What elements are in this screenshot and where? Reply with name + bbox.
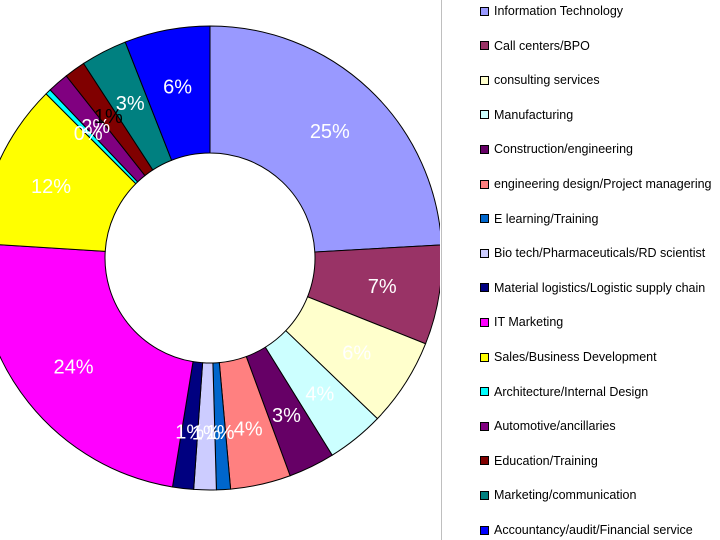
donut-chart: 25%7%6%4%3%4%1%1%1%24%12%0%2%1%3%6% (0, 25, 440, 491)
data-label-consulting-services: 6% (342, 342, 371, 364)
slice-information-technology (209, 25, 440, 253)
legend-swatch (480, 144, 489, 154)
legend-label: engineering design/Project managering (494, 177, 712, 191)
legend-item-it-marketing: IT Marketing (480, 313, 563, 331)
data-label-accountancy-audit-financial-service: 6% (163, 77, 192, 99)
legend-label: Accountancy/audit/Financial service (494, 523, 693, 537)
legend-item-marketing-communication: Marketing/communication (480, 486, 636, 504)
legend-item-information-technology: Information Technology (480, 2, 623, 20)
data-label-construction-engineering: 3% (272, 405, 301, 427)
donut-slices (0, 25, 440, 491)
legend-swatch (480, 248, 489, 258)
legend-swatch (480, 283, 489, 293)
legend-item-bio-tech-pharmaceuticals-rd-scientist: Bio tech/Pharmaceuticals/RD scientist (480, 244, 705, 262)
legend-swatch (480, 317, 489, 327)
data-label-engineering-design-project-managering: 4% (234, 418, 263, 440)
data-label-material-logistics-logistic-supply-chain: 1% (175, 421, 204, 443)
legend-swatch (480, 179, 489, 189)
legend-swatch (480, 387, 489, 397)
legend-swatch (480, 352, 489, 362)
legend-swatch (480, 214, 489, 224)
legend-item-call-centers-bpo: Call centers/BPO (480, 37, 590, 55)
legend-label: Information Technology (494, 4, 624, 18)
legend-swatch (480, 41, 489, 51)
legend-item-education-training: Education/Training (480, 452, 598, 470)
data-label-it-marketing: 24% (54, 357, 94, 379)
legend-label: Construction/engineering (494, 142, 633, 157)
legend-label: Manufacturing (494, 107, 574, 122)
data-label-architecture-internal-design: 0% (74, 123, 103, 145)
legend-label: Education/Training (494, 453, 598, 468)
legend-swatch (480, 490, 489, 500)
data-label-call-centers-bpo: 7% (368, 276, 397, 298)
legend: Information Technology Call centers/BPO co… (480, 0, 720, 540)
data-label-information-technology: 25% (310, 121, 350, 143)
legend-item-e-learning-training: E learning/Training (480, 210, 598, 228)
legend-label: Architecture/Internal Design (494, 384, 649, 399)
legend-item-material-logistics-logistic-supply-chain: Material logistics/Logistic supply chain (480, 279, 705, 297)
legend-swatch (480, 456, 489, 466)
legend-swatch (480, 6, 489, 16)
legend-label: consulting services (494, 73, 600, 88)
legend-swatch (480, 421, 489, 431)
legend-label: Marketing/communication (494, 488, 637, 503)
legend-label: Call centers/BPO (494, 38, 590, 53)
data-label-sales-business-development: 12% (31, 176, 71, 198)
legend-label: Sales/Business Development (494, 350, 657, 364)
data-label-bio-tech-pharmaceuticals-rd-scientist: 1% (192, 422, 221, 444)
slice-sales-business-development (0, 93, 137, 252)
data-label-e-learning-training: 1% (206, 422, 235, 444)
legend-item-engineering-design-project-managering: engineering design/Project managering (480, 175, 712, 193)
legend-item-sales-business-development: Sales/Business Development (480, 348, 657, 366)
legend-item-manufacturing: Manufacturing (480, 106, 573, 124)
legend-item-construction-engineering: Construction/engineering (480, 140, 633, 158)
donut-data-labels: 25%7%6%4%3%4%1%1%1%24%12%0%2%1%3%6% (31, 77, 397, 445)
slice-it-marketing (0, 244, 194, 488)
legend-item-accountancy-audit-financial-service: Accountancy/audit/Financial service (480, 521, 693, 539)
legend-swatch (480, 525, 489, 535)
legend-label: Bio tech/Pharmaceuticals/RD scientist (494, 246, 706, 261)
legend-label: Automotive/ancillaries (494, 419, 616, 434)
data-label-education-training: 1% (94, 106, 123, 128)
data-label-marketing-communication: 3% (116, 93, 145, 115)
legend-item-architecture-internal-design: Architecture/Internal Design (480, 383, 648, 401)
data-label-automotive-ancillaries: 2% (81, 116, 110, 138)
slice-accountancy-audit-financial-service (124, 25, 211, 161)
legend-swatch (480, 110, 489, 120)
legend-item-consulting-services: consulting services (480, 71, 600, 89)
legend-swatch (480, 75, 489, 85)
legend-divider (441, 0, 442, 540)
legend-label: IT Marketing (494, 315, 564, 330)
legend-item-automotive-ancillaries: Automotive/ancillaries (480, 417, 616, 435)
data-label-manufacturing: 4% (305, 384, 334, 406)
legend-label: Material logistics/Logistic supply chain (494, 280, 706, 295)
legend-label: E learning/Training (494, 211, 599, 226)
